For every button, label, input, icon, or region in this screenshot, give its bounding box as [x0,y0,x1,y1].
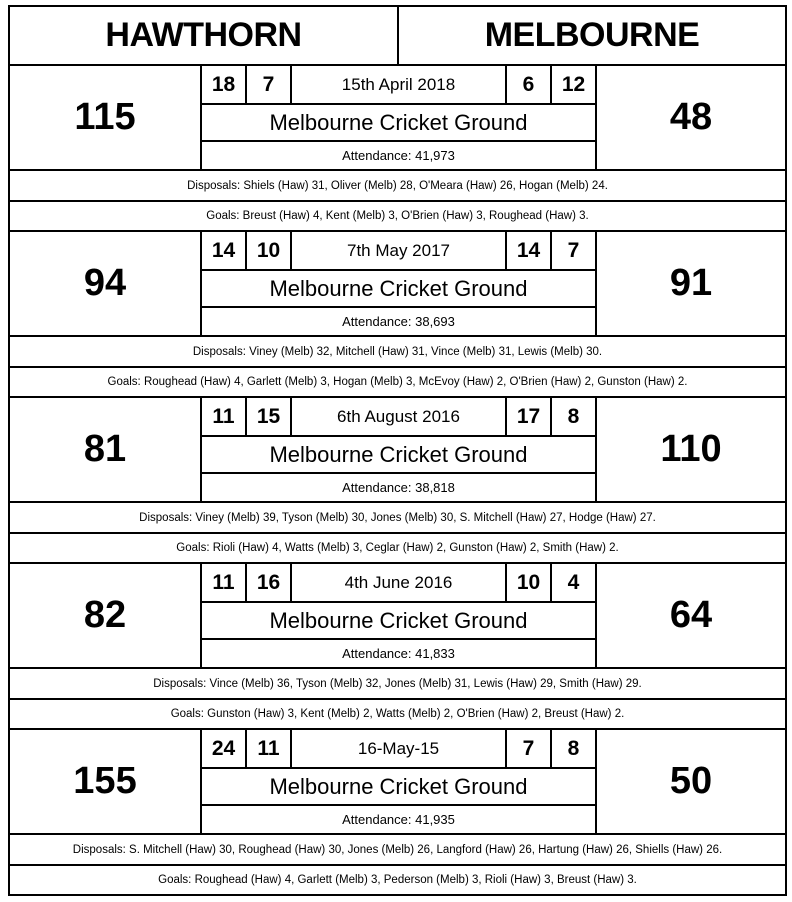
goals-row: Goals: Roughead (Haw) 4, Garlett (Melb) … [8,366,787,398]
match-date: 16-May-15 [290,728,507,769]
venue: Melbourne Cricket Ground [200,269,597,308]
venue: Melbourne Cricket Ground [200,435,597,474]
venue: Melbourne Cricket Ground [200,767,597,806]
match-date: 4th June 2016 [290,562,507,603]
away-behinds: 8 [550,728,597,769]
goals-row: Goals: Breust (Haw) 4, Kent (Melb) 3, O'… [8,200,787,232]
away-score: 110 [595,396,787,503]
home-score: 81 [8,396,202,503]
away-goals: 17 [505,396,552,437]
home-goals: 18 [200,64,247,105]
match-date: 7th May 2017 [290,230,507,271]
away-goals: 14 [505,230,552,271]
home-score: 155 [8,728,202,835]
away-goals: 10 [505,562,552,603]
attendance: Attendance: 41,833 [200,638,597,669]
home-behinds: 15 [245,396,292,437]
home-goals: 11 [200,396,247,437]
home-goals: 14 [200,230,247,271]
goals-row: Goals: Roughead (Haw) 4, Garlett (Melb) … [8,864,787,896]
home-goals: 11 [200,562,247,603]
disposals-row: Disposals: S. Mitchell (Haw) 30, Roughea… [8,833,787,866]
away-score: 91 [595,230,787,337]
attendance: Attendance: 38,818 [200,472,597,503]
home-behinds: 7 [245,64,292,105]
goals-row: Goals: Gunston (Haw) 3, Kent (Melb) 2, W… [8,698,787,730]
away-score: 48 [595,64,787,171]
home-team-header: HAWTHORN [8,5,399,66]
disposals-row: Disposals: Viney (Melb) 39, Tyson (Melb)… [8,501,787,534]
home-score: 82 [8,562,202,669]
venue: Melbourne Cricket Ground [200,601,597,640]
away-score: 50 [595,728,787,835]
home-score: 115 [8,64,202,171]
home-behinds: 16 [245,562,292,603]
away-team-header: MELBOURNE [397,5,787,66]
home-score: 94 [8,230,202,337]
attendance: Attendance: 41,973 [200,140,597,171]
venue: Melbourne Cricket Ground [200,103,597,142]
away-goals: 7 [505,728,552,769]
disposals-row: Disposals: Vince (Melb) 36, Tyson (Melb)… [8,667,787,700]
away-goals: 6 [505,64,552,105]
away-behinds: 7 [550,230,597,271]
disposals-row: Disposals: Viney (Melb) 32, Mitchell (Ha… [8,335,787,368]
away-behinds: 8 [550,396,597,437]
home-behinds: 10 [245,230,292,271]
match-date: 15th April 2018 [290,64,507,105]
goals-row: Goals: Rioli (Haw) 4, Watts (Melb) 3, Ce… [8,532,787,564]
away-behinds: 12 [550,64,597,105]
away-score: 64 [595,562,787,669]
attendance: Attendance: 41,935 [200,804,597,835]
home-goals: 24 [200,728,247,769]
match-date: 6th August 2016 [290,396,507,437]
disposals-row: Disposals: Shiels (Haw) 31, Oliver (Melb… [8,169,787,202]
home-behinds: 11 [245,728,292,769]
away-behinds: 4 [550,562,597,603]
attendance: Attendance: 38,693 [200,306,597,337]
